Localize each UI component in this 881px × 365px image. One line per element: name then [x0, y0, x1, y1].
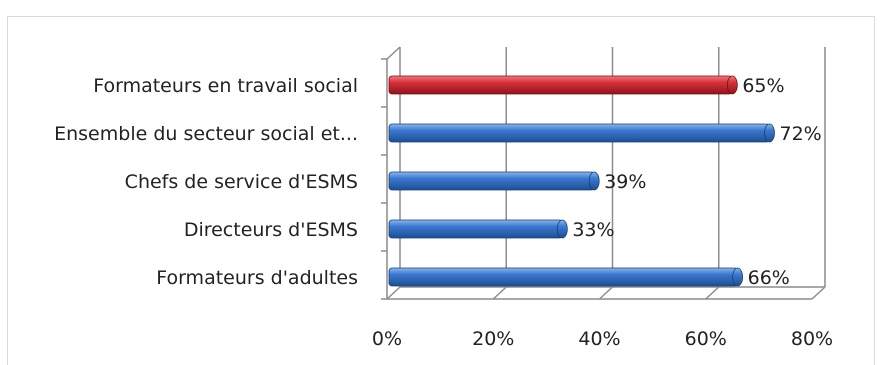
bar — [388, 123, 770, 143]
bar-end-cap — [732, 267, 744, 287]
data-label: 66% — [748, 267, 790, 289]
data-label: 33% — [572, 219, 614, 241]
category-label: Formateurs d'adultes — [156, 267, 358, 289]
wall-top-edge — [386, 46, 401, 60]
data-label: 65% — [742, 75, 784, 97]
data-label: 72% — [780, 123, 822, 145]
category-label: Ensemble du secteur social et... — [54, 123, 358, 145]
bar-end-cap — [556, 219, 568, 239]
x-tick-label: 40% — [578, 328, 620, 350]
x-tick-label: 60% — [685, 328, 727, 350]
category-label: Directeurs d'ESMS — [184, 219, 358, 241]
category-label: Formateurs en travail social — [93, 75, 358, 97]
bar — [388, 267, 739, 287]
category-label: Chefs de service d'ESMS — [125, 171, 358, 193]
chart-frame — [7, 16, 875, 365]
bars — [388, 75, 775, 287]
floor-line — [598, 286, 614, 300]
bar — [388, 75, 733, 95]
bar — [388, 219, 563, 239]
bar-end-cap — [726, 75, 738, 95]
data-label: 39% — [604, 171, 646, 193]
x-tick-label: 0% — [372, 328, 402, 350]
floor-line — [705, 286, 720, 300]
bar — [388, 171, 595, 191]
bar-end-cap — [764, 123, 775, 143]
labels: 0% 20% 40% 60% 80% 65% Formateurs en travail s… — [54, 75, 833, 350]
floor-line — [386, 286, 401, 300]
x-tick-label: 20% — [472, 328, 514, 350]
bar-end-cap — [588, 171, 600, 191]
floor-line — [811, 286, 826, 300]
floor-line — [492, 286, 507, 300]
x-tick-label: 80% — [791, 328, 833, 350]
